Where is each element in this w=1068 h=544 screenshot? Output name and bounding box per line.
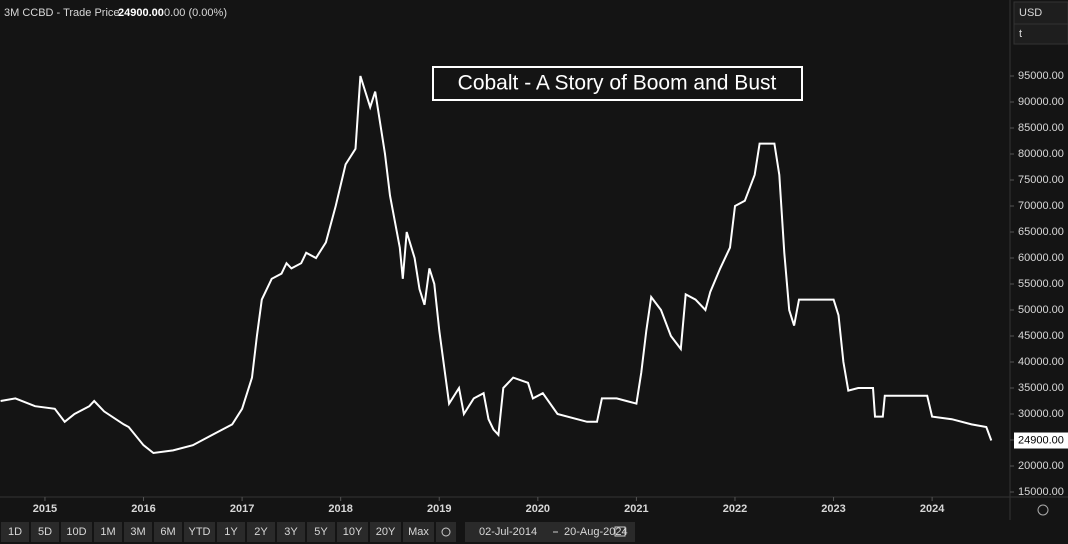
- range-label: 1M: [100, 526, 115, 538]
- start-date: 02-Jul-2014: [479, 526, 537, 538]
- y-tick-label: 65000.00: [1018, 226, 1064, 238]
- title-box: [432, 66, 803, 101]
- range-label: 6M: [160, 526, 175, 538]
- range-label: 2Y: [254, 526, 268, 538]
- range-label: 5D: [38, 526, 52, 538]
- unit-select[interactable]: [1013, 23, 1068, 45]
- range-label: 20Y: [376, 526, 396, 538]
- y-tick-label: 55000.00: [1018, 278, 1064, 290]
- range-button[interactable]: [94, 522, 122, 542]
- unit: t: [1019, 28, 1022, 40]
- y-tick-label: 80000.00: [1018, 148, 1064, 160]
- x-tick-label: 2023: [821, 503, 845, 515]
- y-tick-label: 95000.00: [1018, 70, 1064, 82]
- x-tick-label: 2021: [624, 503, 648, 515]
- range-label: Max: [408, 526, 429, 538]
- y-tick-label: 30000.00: [1018, 408, 1064, 420]
- x-tick-label: 2015: [33, 503, 57, 515]
- gear-icon: [441, 527, 451, 537]
- date-range[interactable]: [465, 522, 635, 542]
- range-button[interactable]: [370, 522, 401, 542]
- range-label: YTD: [189, 526, 211, 538]
- price: 24900.00: [118, 7, 164, 19]
- y-tick-label: 50000.00: [1018, 304, 1064, 316]
- range-button[interactable]: [277, 522, 305, 542]
- range-button[interactable]: [1, 522, 29, 542]
- range-label: 10Y: [343, 526, 363, 538]
- y-tick-label: 20000.00: [1018, 460, 1064, 472]
- x-tick-label: 2019: [427, 503, 451, 515]
- currency: USD: [1019, 7, 1042, 19]
- range-button[interactable]: [337, 522, 368, 542]
- last-price-label: 24900.00: [1018, 434, 1064, 446]
- range-label: 10D: [66, 526, 86, 538]
- range-label: 3Y: [284, 526, 298, 538]
- range-label: 5Y: [314, 526, 328, 538]
- x-tick-label: 2018: [328, 503, 352, 515]
- y-tick-label: 75000.00: [1018, 174, 1064, 186]
- range-label: 1D: [8, 526, 22, 538]
- y-tick-label: 15000.00: [1018, 486, 1064, 498]
- instrument: 3M CCBD - Trade Price: [4, 7, 120, 19]
- x-tick-label: 2016: [131, 503, 155, 515]
- calendar-icon: [614, 526, 626, 537]
- last-price-box: [1014, 432, 1068, 449]
- y-tick-label: 45000.00: [1018, 330, 1064, 342]
- price-line: [0, 75, 993, 455]
- range-button[interactable]: [403, 522, 434, 542]
- x-tick-label: 2020: [526, 503, 550, 515]
- range-button[interactable]: [31, 522, 59, 542]
- end-date: 20-Aug-2024: [564, 526, 628, 538]
- range-label: 1Y: [224, 526, 238, 538]
- x-tick-label: 2024: [920, 503, 945, 515]
- range-button[interactable]: [154, 522, 182, 542]
- range-button[interactable]: [124, 522, 152, 542]
- x-tick-label: 2022: [723, 503, 747, 515]
- x-tick-label: 2017: [230, 503, 254, 515]
- change: 0.00 (0.00%): [164, 7, 227, 19]
- y-tick-label: 90000.00: [1018, 96, 1064, 108]
- range-label: 3M: [130, 526, 145, 538]
- range-button[interactable]: [247, 522, 275, 542]
- settings-icon[interactable]: [1037, 504, 1049, 516]
- y-tick-label: 85000.00: [1018, 122, 1064, 134]
- range-button[interactable]: [217, 522, 245, 542]
- range-button[interactable]: [61, 522, 92, 542]
- gear-button[interactable]: [436, 522, 456, 542]
- y-tick-label: 70000.00: [1018, 200, 1064, 212]
- y-tick-label: 60000.00: [1018, 252, 1064, 264]
- chart-title: Cobalt - A Story of Boom and Bust: [458, 72, 777, 95]
- range-button[interactable]: [184, 522, 215, 542]
- y-tick-label: 35000.00: [1018, 382, 1064, 394]
- range-button[interactable]: [307, 522, 335, 542]
- y-tick-label: 40000.00: [1018, 356, 1064, 368]
